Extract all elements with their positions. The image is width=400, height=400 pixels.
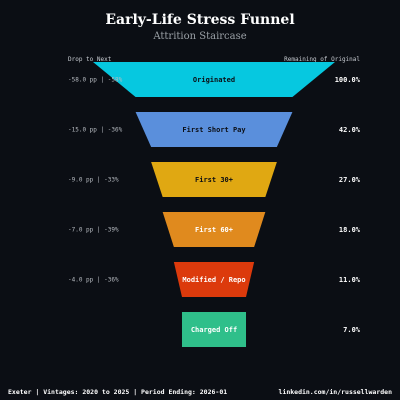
stage-label-0: Originated xyxy=(193,76,235,84)
stage-drop-2: -9.0 pp | -33% xyxy=(68,177,119,184)
stage-drop-3: -7.0 pp | -39% xyxy=(68,227,119,234)
funnel-stage-0 xyxy=(93,62,335,97)
stage-label-5: Charged Off xyxy=(191,326,237,334)
stage-label-1: First Short Pay xyxy=(182,126,246,134)
stage-remaining-4: 11.0% xyxy=(339,276,361,284)
funnel-stage-4 xyxy=(173,262,255,297)
funnel-stage-3 xyxy=(162,212,266,247)
drop-column-header: Drop to Next xyxy=(68,56,112,63)
footer-source: Exeter | Vintages: 2020 to 2025 | Period… xyxy=(8,388,227,397)
stage-label-2: First 30+ xyxy=(195,176,233,184)
chart-title: Early-Life Stress Funnel xyxy=(105,12,294,28)
stage-remaining-3: 18.0% xyxy=(339,226,361,234)
funnel-stage-1 xyxy=(135,112,293,147)
funnel-stages: Originated 100.0% -58.0 pp | -58% First Sho… xyxy=(68,62,361,347)
footer-credit: linkedin.com/in/russellwarden xyxy=(279,388,393,396)
stage-label-3: First 60+ xyxy=(195,226,233,234)
funnel-stage-2 xyxy=(151,162,277,197)
stage-remaining-1: 42.0% xyxy=(339,126,361,134)
stage-drop-4: -4.0 pp | -36% xyxy=(68,277,119,284)
stage-label-4: Modified / Repo xyxy=(182,276,245,284)
stage-remaining-5: 7.0% xyxy=(343,326,361,334)
funnel-stage-5 xyxy=(181,312,247,347)
stage-remaining-2: 27.0% xyxy=(339,176,361,184)
stage-drop-0: -58.0 pp | -58% xyxy=(68,77,123,84)
chart-subtitle: Attrition Staircase xyxy=(152,31,246,42)
remaining-column-header: Remaining of Original xyxy=(284,56,360,63)
stage-remaining-0: 100.0% xyxy=(335,76,361,84)
stage-drop-1: -15.0 pp | -36% xyxy=(68,127,123,134)
